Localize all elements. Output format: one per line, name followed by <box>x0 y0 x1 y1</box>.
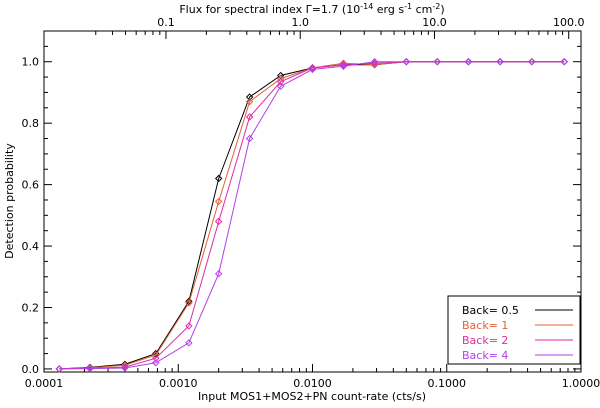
data-point <box>245 113 254 121</box>
legend-label: Back= 4 <box>462 349 508 362</box>
series-layer <box>55 58 568 373</box>
x-tick-label: 0.0001 <box>25 377 64 390</box>
x-tick-label: 0.0100 <box>293 377 332 390</box>
legend-label: Back= 0.5 <box>462 304 519 317</box>
x-axis-title: Input MOS1+MOS2+PN count-rate (cts/s) <box>198 390 426 403</box>
data-point <box>370 58 379 66</box>
data-point <box>245 93 254 101</box>
top-tick-label: 100.0 <box>553 16 585 29</box>
data-point <box>433 58 441 66</box>
data-point <box>185 297 193 306</box>
y-tick-label: 0.2 <box>22 301 40 314</box>
data-point <box>560 58 568 66</box>
y-tick-label: 0.8 <box>22 117 40 130</box>
x-tick-label: 0.0010 <box>159 377 198 390</box>
data-point <box>528 58 536 66</box>
data-point <box>339 62 348 71</box>
data-point <box>308 64 317 72</box>
y-axis-title: Detection probability <box>3 143 16 259</box>
data-point <box>121 364 129 372</box>
data-point <box>402 58 411 66</box>
data-point <box>339 61 348 69</box>
top-tick-label: 0.1 <box>157 16 175 29</box>
y-tick-label: 0.4 <box>22 240 40 253</box>
data-point <box>464 58 473 66</box>
data-point <box>214 197 223 206</box>
x-tick-label: 1.0000 <box>562 377 600 390</box>
legend-label: Back= 1 <box>462 319 508 332</box>
data-point <box>214 269 223 278</box>
data-point <box>185 339 193 347</box>
data-point <box>245 134 254 143</box>
data-point <box>214 174 223 183</box>
data-point <box>185 299 193 307</box>
data-point <box>277 82 285 91</box>
series-back-4 <box>55 58 568 373</box>
axis-ticks: 0.0001 0.0010 0.0100 0.1000 1.0000 0.1 1.0 10.0… <box>22 16 600 390</box>
y-tick-label: 0.0 <box>22 363 40 376</box>
data-point <box>308 65 317 74</box>
data-point <box>245 97 254 106</box>
top-axis-title: Flux for spectral index Γ=1.7 (10-14 erg… <box>179 2 444 16</box>
data-point <box>152 354 160 362</box>
top-tick-label: 1.0 <box>291 16 309 29</box>
data-point <box>121 363 129 371</box>
series-line <box>59 61 565 370</box>
data-point <box>55 365 64 373</box>
x-tick-label: 0.1000 <box>428 377 467 390</box>
legend-label: Back= 2 <box>462 334 508 347</box>
y-tick-label: 0.6 <box>22 179 40 192</box>
y-tick-label: 1.0 <box>22 56 40 69</box>
data-point <box>496 58 504 66</box>
legend: Back= 0.5 Back= 1 Back= 2 Back= 4 <box>447 295 581 365</box>
top-tick-label: 10.0 <box>422 16 447 29</box>
data-point <box>185 322 193 330</box>
data-point <box>152 359 160 367</box>
legend-box <box>447 295 581 365</box>
data-point <box>214 217 223 226</box>
data-point <box>277 77 285 86</box>
data-point <box>86 364 94 373</box>
